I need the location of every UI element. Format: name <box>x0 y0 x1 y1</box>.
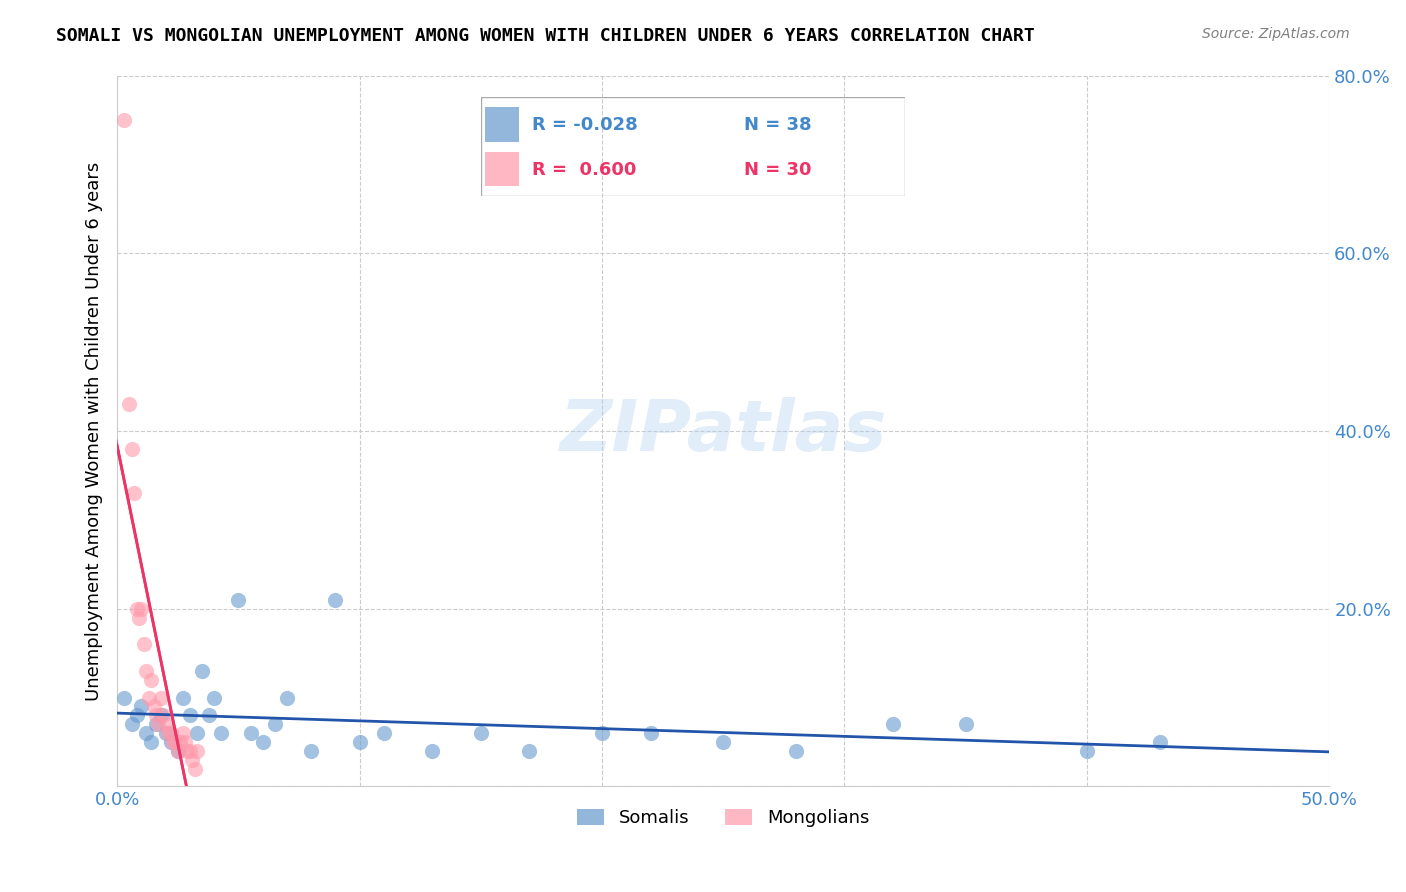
Somalis <box>209 726 232 740</box>
Somalis <box>186 726 208 740</box>
Somalis <box>191 664 214 678</box>
Mongolians <box>131 601 153 615</box>
Somalis <box>125 708 148 723</box>
Somalis <box>470 726 492 740</box>
Somalis <box>882 717 904 731</box>
Somalis <box>228 592 250 607</box>
Somalis <box>349 735 371 749</box>
Somalis <box>179 708 201 723</box>
Mongolians <box>179 744 201 758</box>
Somalis <box>955 717 977 731</box>
Mongolians <box>145 708 167 723</box>
Somalis <box>202 690 225 705</box>
Mongolians <box>148 717 170 731</box>
Mongolians <box>174 735 197 749</box>
Somalis <box>121 717 143 731</box>
Mongolians <box>149 690 172 705</box>
Somalis <box>325 592 347 607</box>
Somalis <box>198 708 221 723</box>
Y-axis label: Unemployment Among Women with Children Under 6 years: Unemployment Among Women with Children U… <box>86 161 103 700</box>
Somalis <box>139 735 162 749</box>
Somalis <box>145 717 167 731</box>
Mongolians <box>125 601 148 615</box>
Somalis <box>155 726 177 740</box>
Mongolians <box>159 726 181 740</box>
Mongolians <box>139 673 162 687</box>
Somalis <box>276 690 298 705</box>
Somalis <box>420 744 443 758</box>
Somalis <box>263 717 285 731</box>
Mongolians <box>181 753 204 767</box>
Mongolians <box>114 112 136 127</box>
Text: ZIPatlas: ZIPatlas <box>560 397 887 466</box>
Mongolians <box>155 717 177 731</box>
Somalis <box>1149 735 1171 749</box>
Somalis <box>135 726 157 740</box>
Mongolians <box>135 664 157 678</box>
Mongolians <box>121 442 143 456</box>
Mongolians <box>142 699 165 714</box>
Mongolians <box>152 708 174 723</box>
Somalis <box>1076 744 1098 758</box>
Somalis <box>159 735 181 749</box>
Somalis <box>299 744 322 758</box>
Mongolians <box>169 735 191 749</box>
Somalis <box>114 690 136 705</box>
Mongolians <box>186 744 208 758</box>
Somalis <box>149 708 172 723</box>
Mongolians <box>172 726 194 740</box>
Mongolians <box>122 486 145 500</box>
Mongolians <box>176 744 198 758</box>
Mongolians <box>165 735 187 749</box>
Somalis <box>517 744 540 758</box>
Text: SOMALI VS MONGOLIAN UNEMPLOYMENT AMONG WOMEN WITH CHILDREN UNDER 6 YEARS CORRELA: SOMALI VS MONGOLIAN UNEMPLOYMENT AMONG W… <box>56 27 1035 45</box>
Somalis <box>711 735 734 749</box>
Mongolians <box>138 690 160 705</box>
Legend: Somalis, Mongolians: Somalis, Mongolians <box>569 802 876 834</box>
Somalis <box>640 726 662 740</box>
Mongolians <box>128 610 150 624</box>
Somalis <box>252 735 274 749</box>
Somalis <box>785 744 807 758</box>
Mongolians <box>184 762 207 776</box>
Mongolians <box>132 637 155 651</box>
Somalis <box>166 744 188 758</box>
Somalis <box>172 690 194 705</box>
Mongolians <box>157 726 180 740</box>
Mongolians <box>118 397 141 411</box>
Text: Source: ZipAtlas.com: Source: ZipAtlas.com <box>1202 27 1350 41</box>
Mongolians <box>162 735 184 749</box>
Mongolians <box>166 744 188 758</box>
Somalis <box>239 726 262 740</box>
Somalis <box>591 726 613 740</box>
Somalis <box>131 699 153 714</box>
Somalis <box>373 726 395 740</box>
